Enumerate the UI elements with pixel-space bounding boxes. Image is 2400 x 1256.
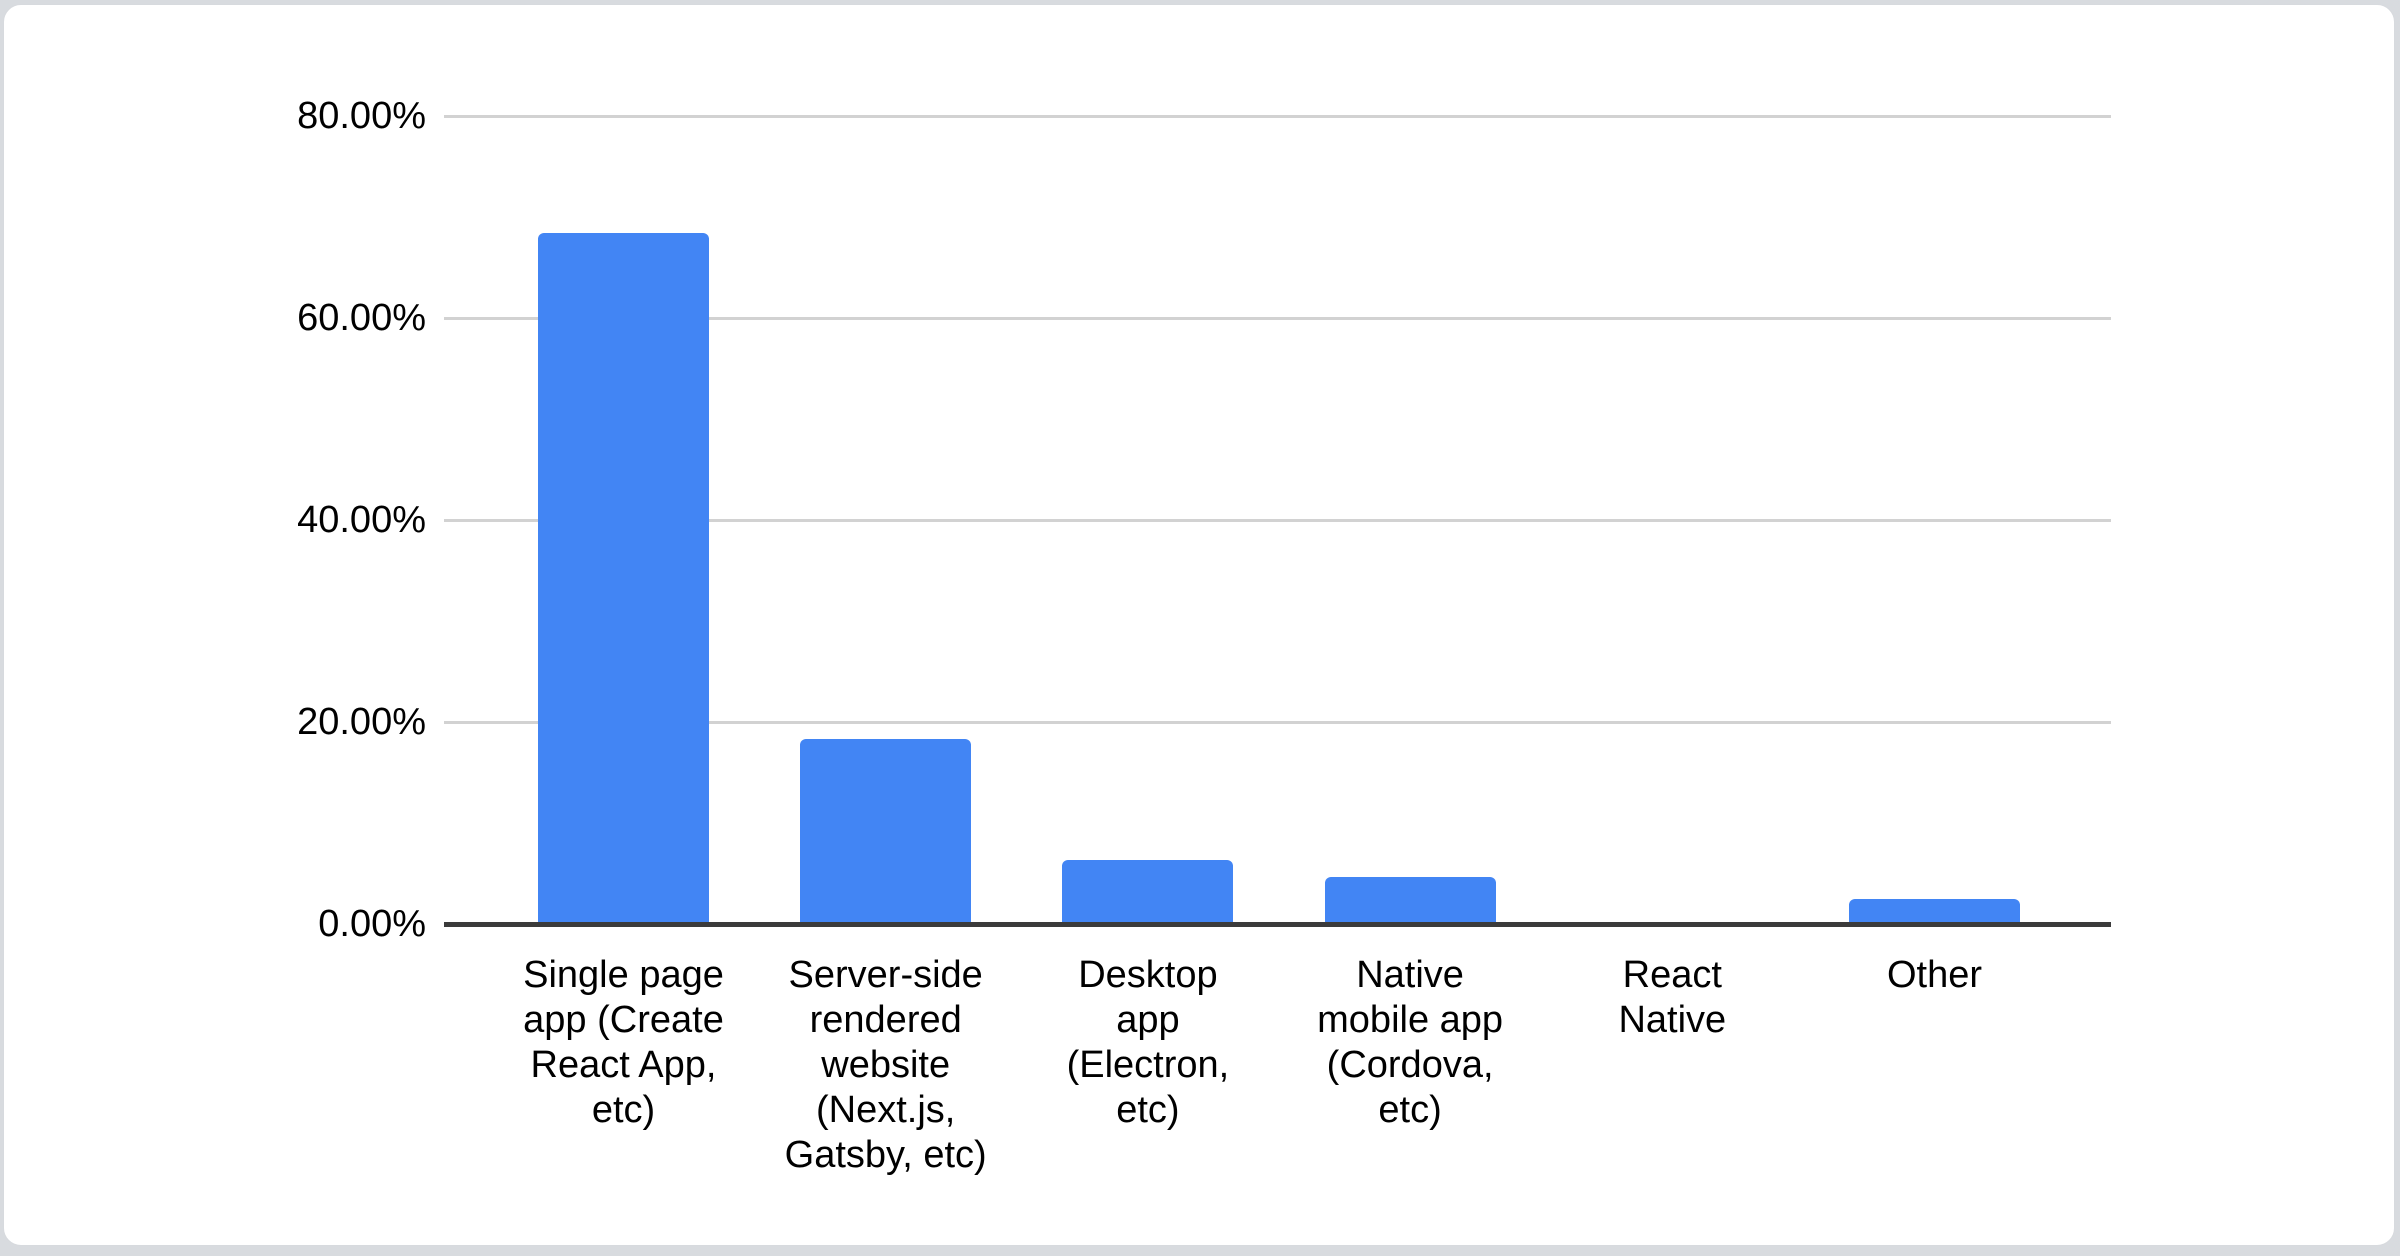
gridline [444, 721, 2111, 724]
y-tick-label: 20.00% [297, 701, 426, 743]
x-category-label: Server-side rendered website (Next.js, G… [784, 954, 987, 1176]
x-category-label: React Native [1618, 954, 1727, 1041]
bar-1 [538, 233, 709, 924]
bar-4 [1324, 876, 1496, 924]
bar-2 [800, 739, 972, 924]
y-tick-label: 40.00% [297, 499, 426, 541]
gridline [444, 115, 2111, 118]
chart-card: 0.00% 20.00% 40.00% 60.00% 80.00% Single page… [3, 4, 2395, 1246]
x-category-label: Other [1886, 954, 1983, 996]
y-tick-label: 60.00% [297, 297, 426, 339]
x-category-label: Desktop app (Electron, etc) [1066, 954, 1230, 1131]
x-category-label: Native mobile app (Cordova, etc) [1317, 954, 1504, 1131]
x-category-label: Single page app (Create React App, etc) [523, 954, 724, 1131]
bar-6 [1849, 898, 2020, 924]
y-tick-label: 0.00% [318, 903, 426, 945]
gridline [444, 317, 2111, 320]
bar-3 [1062, 860, 1234, 924]
gridline [444, 519, 2111, 522]
x-axis-line [444, 922, 2111, 927]
y-tick-label: 80.00% [297, 95, 426, 137]
